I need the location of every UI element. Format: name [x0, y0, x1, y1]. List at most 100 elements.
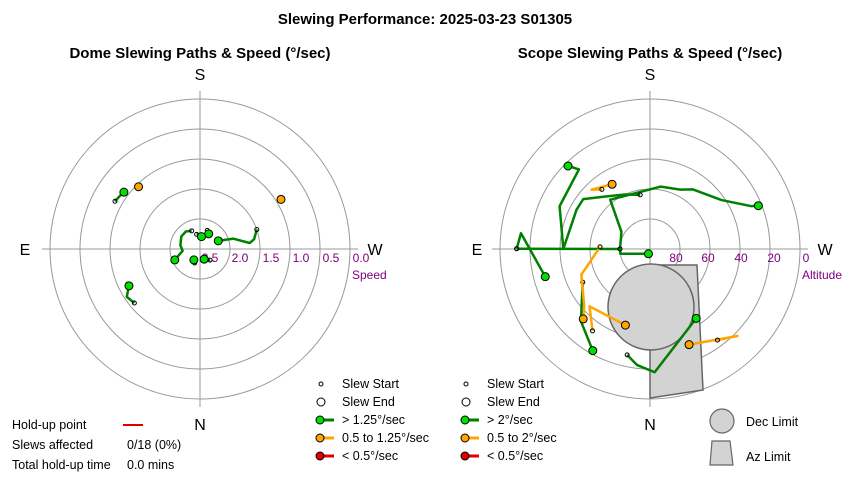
scope-compass-north: N: [644, 417, 656, 434]
scope-slew-end-point: [691, 313, 701, 323]
scope-radial-tick: 20: [767, 251, 781, 265]
scope-slew-end-point: [563, 161, 573, 171]
dome-slew-end-point: [124, 281, 134, 291]
scope-slew-end-point: [620, 320, 630, 330]
scope-slew-start-point: [714, 337, 720, 343]
scope-slew-path: [626, 317, 698, 374]
scope-radial-tick: 40: [734, 251, 748, 265]
scope-radial-tick: 0: [803, 251, 810, 265]
legend-scope-mid: 0.5 to 2°/sec: [487, 431, 557, 445]
scope-compass-east: E: [472, 242, 483, 259]
scope-legend-slew-end: Slew End: [487, 395, 540, 409]
scope-legend: Slew Start Slew End > 2°/sec 0.5 to 2°/s…: [460, 377, 799, 466]
figure-title: Slewing Performance: 2025-03-23 S01305: [278, 11, 572, 28]
legend-dome-mid: 0.5 to 1.25°/sec: [342, 431, 429, 445]
scope-slew-start-point: [597, 244, 603, 250]
scope-slew-end-point: [684, 340, 694, 350]
scope-slew-path: [516, 247, 649, 256]
scope-radial-axis-label: Altitude: [802, 268, 842, 282]
scope-slew-start-point: [590, 328, 596, 334]
dome-compass-east: E: [20, 242, 31, 259]
scope-polar-plot: Scope Slewing Paths & Speed (°/sec) S N …: [472, 45, 843, 434]
scope-radial-ticks: 80 60 40 20 0: [669, 251, 809, 265]
total-holdup-value: 0.0 mins: [127, 458, 174, 472]
slews-affected-value: 0/18 (0%): [127, 438, 181, 452]
scope-slew-start-point: [514, 246, 520, 252]
dome-plot-title: Dome Slewing Paths & Speed (°/sec): [69, 45, 330, 62]
dome-radial-tick: 0.5: [323, 251, 340, 265]
scope-compass-west: W: [817, 242, 833, 259]
scope-slew-end-point: [588, 346, 598, 356]
dome-slew-end-point: [197, 232, 207, 242]
scope-slew-end-point: [607, 179, 617, 189]
dome-radial-ticks: 2.5 2.0 1.5 1.0 0.5 0.0: [202, 251, 370, 265]
legend-slew-end: Slew End: [342, 395, 395, 409]
dec-limit-legend-icon: [709, 408, 735, 434]
dome-grid: [42, 91, 358, 407]
scope-compass-south: S: [645, 67, 656, 84]
scope-slew-start-point: [624, 352, 630, 358]
scope-slew-path: [515, 231, 547, 278]
slews-affected-label: Slews affected: [12, 438, 93, 452]
holdup-point-label: Hold-up point: [12, 418, 87, 432]
dome-slew-end-point: [213, 236, 223, 246]
legend-az-limit: Az Limit: [746, 450, 791, 464]
holdup-stats: Hold-up point Slews affected 0/18 (0%) T…: [12, 418, 181, 472]
az-limit-legend-icon: [709, 440, 734, 466]
dome-slew-end-point: [170, 255, 180, 265]
scope-legend-slow-marker: [460, 451, 470, 461]
legend-mid-marker: [315, 433, 325, 443]
dec-limit-region: [607, 263, 704, 399]
scope-radial-tick: 60: [701, 251, 715, 265]
scope-slew-end-point: [540, 272, 550, 282]
dec-limit-shape: [607, 263, 695, 351]
dome-slew-path: [218, 229, 258, 245]
scope-legend-slew-start-marker: [463, 381, 469, 387]
scope-legend-slew-start: Slew Start: [487, 377, 544, 391]
scope-legend-slew-end-marker: [461, 397, 471, 407]
dome-legend: Slew Start Slew End > 1.25°/sec 0.5 to 1…: [315, 377, 429, 463]
dome-radial-tick: 1.5: [263, 251, 280, 265]
scope-slew-start-point: [599, 186, 605, 192]
scope-radial-tick: 80: [669, 251, 683, 265]
scope-slew-path: [590, 183, 613, 191]
scope-slew-path: [588, 305, 626, 331]
dome-slew-end-point: [199, 254, 209, 264]
scope-slew-paths: [514, 161, 763, 374]
dome-slew-path: [173, 229, 192, 261]
legend-slew-start: Slew Start: [342, 377, 399, 391]
scope-legend-mid-marker: [460, 433, 470, 443]
dome-radial-axis-label: Speed: [352, 268, 387, 282]
dome-slew-end-point: [189, 255, 199, 265]
dome-slew-start-point: [112, 198, 118, 204]
dome-radial-tick: 2.0: [232, 251, 249, 265]
legend-fast-marker: [315, 415, 325, 425]
legend-dome-slow: < 0.5°/sec: [342, 449, 398, 463]
scope-slew-end-point: [753, 201, 763, 211]
dome-compass-north: N: [194, 417, 206, 434]
total-holdup-label: Total hold-up time: [12, 458, 111, 472]
legend-slow-marker: [315, 451, 325, 461]
dome-radial-tick: 1.0: [293, 251, 310, 265]
scope-plot-title: Scope Slewing Paths & Speed (°/sec): [518, 45, 782, 62]
legend-dome-fast: > 1.25°/sec: [342, 413, 405, 427]
dome-slew-start-point: [131, 300, 137, 306]
dome-polar-plot: Dome Slewing Paths & Speed (°/sec) S N E…: [20, 45, 387, 434]
scope-legend-fast-marker: [460, 415, 470, 425]
legend-scope-fast: > 2°/sec: [487, 413, 533, 427]
scope-slew-path: [558, 164, 641, 251]
legend-scope-slow: < 0.5°/sec: [487, 449, 543, 463]
dome-slew-end-point: [119, 187, 129, 197]
dome-slew-start-point: [254, 227, 260, 233]
dome-compass-west: W: [367, 242, 383, 259]
scope-slew-start-point: [617, 246, 623, 252]
dome-slew-start-point: [189, 228, 195, 234]
scope-slew-end-point: [643, 249, 653, 259]
dome-compass-south: S: [195, 67, 206, 84]
legend-slew-start-marker: [318, 381, 324, 387]
scope-slew-path: [688, 334, 739, 346]
dome-radial-tick: 0.0: [353, 251, 370, 265]
dome-slew-end-point: [134, 182, 144, 192]
scope-slew-path: [608, 185, 759, 250]
